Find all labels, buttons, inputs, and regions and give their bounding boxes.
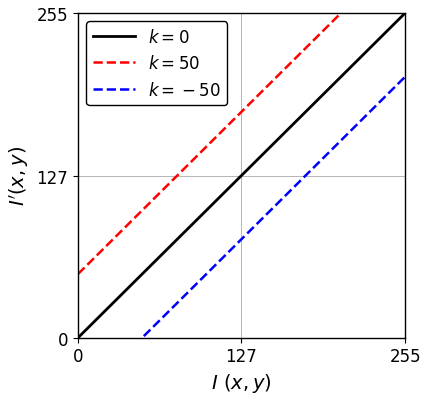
- X-axis label: $I\ (x,y)$: $I\ (x,y)$: [211, 371, 272, 394]
- Legend: $k=0$, $k=50$, $k=-50$: $k=0$, $k=50$, $k=-50$: [86, 22, 227, 106]
- Y-axis label: $I^{\prime}(x,y)$: $I^{\prime}(x,y)$: [7, 146, 31, 206]
